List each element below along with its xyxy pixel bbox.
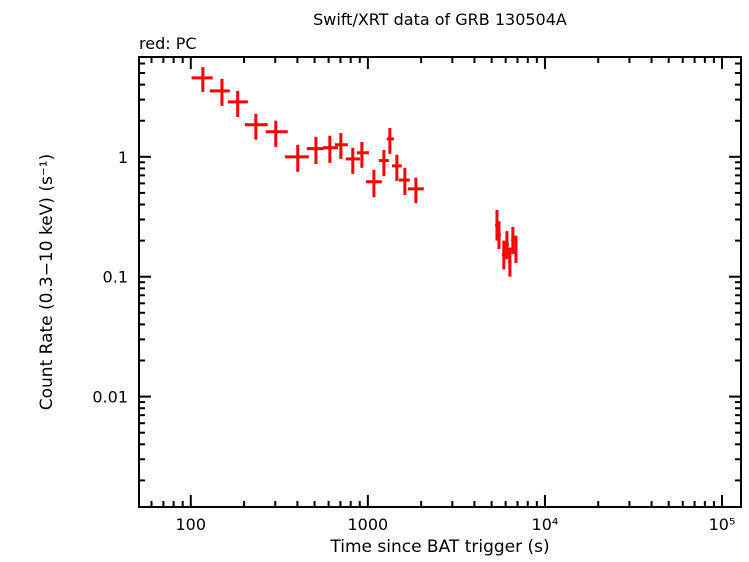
y-tick-label: 0.1 bbox=[103, 268, 128, 287]
data-point bbox=[508, 247, 512, 277]
data-point bbox=[284, 144, 309, 172]
data-point bbox=[365, 169, 382, 198]
x-tick-label: 100 bbox=[176, 515, 207, 534]
x-tick-label: 10⁵ bbox=[709, 515, 736, 534]
data-point bbox=[505, 231, 509, 260]
x-tick-label: 10⁴ bbox=[532, 515, 559, 534]
plot-frame bbox=[138, 56, 742, 508]
y-tick-label: 1 bbox=[118, 148, 128, 167]
data-point bbox=[356, 141, 369, 168]
data-point bbox=[334, 132, 348, 159]
data-point bbox=[386, 127, 394, 154]
data-point bbox=[244, 113, 268, 140]
chart-title: Swift/XRT data of GRB 130504A bbox=[313, 10, 567, 29]
data-point bbox=[497, 221, 501, 250]
y-tick-label: 0.01 bbox=[92, 388, 128, 407]
x-axis-label: Time since BAT trigger (s) bbox=[329, 537, 549, 557]
data-point bbox=[514, 235, 518, 264]
data-point bbox=[398, 167, 410, 196]
data-point bbox=[345, 147, 360, 174]
data-point bbox=[191, 66, 213, 92]
data-point bbox=[378, 149, 389, 177]
data-point bbox=[227, 90, 248, 117]
x-tick-label: 1000 bbox=[348, 515, 389, 534]
data-point bbox=[265, 120, 288, 147]
data-point bbox=[391, 154, 402, 181]
y-axis-label: Count Rate (0.3−10 keV) (s⁻¹) bbox=[37, 154, 57, 411]
data-point bbox=[209, 78, 230, 106]
data-point bbox=[306, 136, 324, 165]
data-point bbox=[511, 226, 515, 254]
chart-subtitle: red: PC bbox=[139, 34, 197, 53]
data-point bbox=[322, 135, 338, 163]
data-point bbox=[407, 177, 424, 204]
data-point bbox=[501, 240, 506, 270]
